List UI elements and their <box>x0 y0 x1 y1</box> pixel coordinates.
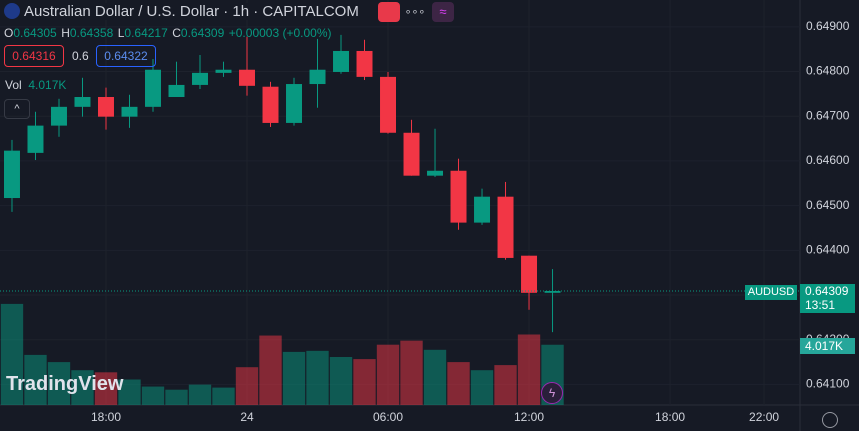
candle-body <box>380 76 397 133</box>
volume-bar <box>376 344 400 405</box>
buy-button[interactable]: 0.64322 <box>96 45 156 67</box>
candle-body <box>333 50 350 72</box>
collapse-button[interactable]: ^ <box>4 99 30 119</box>
volume-bar <box>259 335 282 405</box>
volume-bar <box>165 389 188 405</box>
x-tick-label: 12:00 <box>514 410 544 424</box>
candle-body <box>497 196 514 258</box>
candle-body <box>262 86 279 123</box>
x-tick-label: 06:00 <box>373 410 403 424</box>
ohlc-label: C <box>172 26 181 40</box>
flag-icon <box>4 3 20 19</box>
volume-legend: Vol 4.017K <box>5 78 66 92</box>
volume-bar <box>423 349 447 405</box>
volume-bar <box>494 365 517 405</box>
change-value: +0.00003 (+0.00%) <box>228 26 332 40</box>
price-badge: 0.64309 13:51 <box>800 284 855 313</box>
candle-body <box>521 255 538 293</box>
candle-body <box>356 50 373 77</box>
ohlc-value: 0.64305 <box>13 26 57 40</box>
sell-button[interactable]: 0.64316 <box>4 45 64 67</box>
ticker-label: AUDUSD <box>745 285 797 300</box>
candle-body <box>427 170 444 176</box>
vol-label: Vol <box>5 78 22 92</box>
candle-body <box>50 106 67 126</box>
volume-bar <box>94 372 118 405</box>
candle-body <box>145 69 161 107</box>
volume-bar <box>118 379 141 405</box>
x-tick-label: 18:00 <box>91 410 121 424</box>
ohlc-label: O <box>4 26 14 40</box>
candle-body <box>74 97 91 107</box>
candle-body <box>450 170 467 223</box>
x-tick-label: 22:00 <box>749 410 779 424</box>
more-button[interactable]: ∘∘∘ <box>404 6 426 18</box>
candle-body <box>168 84 185 98</box>
ohlc-value: 0.64217 <box>124 26 168 40</box>
last-price: 0.64309 <box>805 284 849 298</box>
y-tick-label: 0.64600 <box>806 153 850 167</box>
lightning-button[interactable]: ϟ <box>541 382 563 404</box>
y-tick-label: 0.64100 <box>806 377 850 391</box>
volume-bar <box>141 386 165 405</box>
volume-bar <box>329 357 353 405</box>
volume-bar <box>400 340 423 405</box>
candle-body <box>121 106 138 117</box>
ohlc-label: H <box>61 26 70 40</box>
volume-bar <box>306 350 329 405</box>
candle-body <box>27 125 44 153</box>
candle-body <box>309 69 326 85</box>
ohlc-line: O0.64305 H0.64358 L0.64217 C0.64309 +0.0… <box>4 24 332 42</box>
y-tick-label: 0.64800 <box>806 64 850 78</box>
candle-body <box>239 69 255 86</box>
volume-bar <box>282 351 306 405</box>
candle-body <box>544 291 561 293</box>
y-tick-label: 0.64500 <box>806 198 850 212</box>
volume-bar <box>0 303 24 405</box>
volume-bar <box>212 387 235 405</box>
candle-body <box>403 132 420 176</box>
volume-badge: 4.017K <box>800 338 855 354</box>
y-tick-label: 0.64400 <box>806 243 850 257</box>
x-tick-label: 18:00 <box>655 410 685 424</box>
volume-bar <box>188 384 212 405</box>
candle-body <box>192 72 208 85</box>
indicator-button[interactable]: ≈ <box>432 2 454 22</box>
vol-value: 4.017K <box>28 78 67 92</box>
volume-bar <box>447 362 470 405</box>
volume-bar <box>71 370 94 405</box>
settings-button[interactable] <box>822 412 838 428</box>
ohlc-label: L <box>117 26 125 40</box>
ohlc-value: 0.64358 <box>69 26 114 40</box>
candle-body <box>474 196 491 223</box>
watermark: TradingView <box>6 373 124 395</box>
y-tick-label: 0.64900 <box>806 19 850 33</box>
volume-bar <box>235 367 259 405</box>
candle-body <box>98 97 114 117</box>
volume-bar <box>470 370 494 405</box>
candle-body <box>3 150 20 199</box>
countdown: 13:51 <box>805 298 836 312</box>
volume-bar <box>517 334 541 405</box>
volume-bar <box>47 362 71 405</box>
candle-body <box>215 69 232 73</box>
spread: 0.6 <box>72 49 89 63</box>
x-tick-label: 24 <box>240 410 254 424</box>
y-tick-label: 0.64700 <box>806 108 850 122</box>
ohlc-value: 0.64309 <box>180 26 225 40</box>
symbol-text: Australian Dollar / U.S. Dollar · 1h · C… <box>24 3 359 20</box>
candle-body <box>286 84 302 123</box>
alert-button[interactable] <box>378 2 400 22</box>
volume-bar <box>353 359 376 405</box>
symbol-title[interactable]: Australian Dollar / U.S. Dollar · 1h · C… <box>4 3 363 20</box>
volume-bar <box>24 354 47 405</box>
